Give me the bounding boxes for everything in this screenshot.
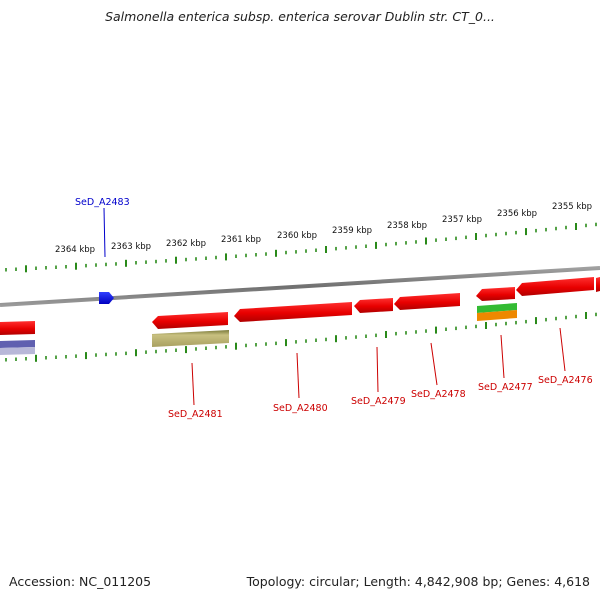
inner-scale-ticks [5,312,597,362]
label-leaders [103,207,566,406]
feature-bar-orange[interactable] [477,310,517,321]
scale-label: 2363 kbp [111,242,151,252]
chromosome-backbone [0,266,600,307]
gene-labels: SeD_A2483 SeD_A2481 SeD_A2480 SeD_A2479 … [75,197,593,420]
gene-arrow[interactable] [0,321,35,335]
leader-line [559,327,566,372]
gene-label[interactable]: SeD_A2479 [351,396,406,407]
leader-line [430,342,438,386]
gene-arrow[interactable] [596,277,600,292]
gene-label[interactable]: SeD_A2478 [411,389,466,400]
gene-label[interactable]: SeD_A2476 [538,375,593,386]
leader-line [103,207,106,258]
scale-label: 2357 kbp [442,215,482,225]
map-title: Salmonella enterica subsp. enterica sero… [105,9,495,24]
gene-arrow[interactable] [354,298,393,313]
scale-label: 2356 kbp [497,209,537,219]
leader-line [500,334,505,379]
feature-bar-olive[interactable] [152,330,229,347]
accession-label: Accession: NC_011205 [9,574,152,589]
scale-label: 2359 kbp [332,226,372,236]
gene-arrow[interactable] [152,312,228,329]
gene-forward-arrow[interactable] [99,292,114,304]
leader-line [191,362,195,406]
scale-label: 2358 kbp [387,221,427,231]
gene-label[interactable]: SeD_A2481 [168,409,223,420]
gene-arrow[interactable] [394,293,460,310]
scale-label: 2362 kbp [166,239,206,249]
scale-label: 2364 kbp [55,245,95,255]
feature-bars [0,303,517,355]
gene-label-forward[interactable]: SeD_A2483 [75,197,130,208]
scale-label: 2360 kbp [277,231,317,241]
gene-label[interactable]: SeD_A2480 [273,403,328,414]
gene-arrow[interactable] [476,287,515,301]
leader-line [296,352,300,399]
gene-label[interactable]: SeD_A2477 [478,382,533,393]
genome-summary: Topology: circular; Length: 4,842,908 bp… [246,574,590,589]
reverse-strand-genes [0,277,600,335]
scale-label: 2361 kbp [221,235,261,245]
scale-labels: 2364 kbp 2363 kbp 2362 kbp 2361 kbp 2360… [55,202,592,255]
feature-bar-green[interactable] [477,303,517,313]
gene-arrow[interactable] [516,277,594,296]
scale-label: 2355 kbp [552,202,592,212]
feature-bar-lightpurple[interactable] [0,347,35,355]
feature-bar-purple[interactable] [0,340,35,348]
leader-line [376,346,379,393]
outer-scale-ticks [5,222,597,273]
gene-arrow[interactable] [234,302,352,322]
